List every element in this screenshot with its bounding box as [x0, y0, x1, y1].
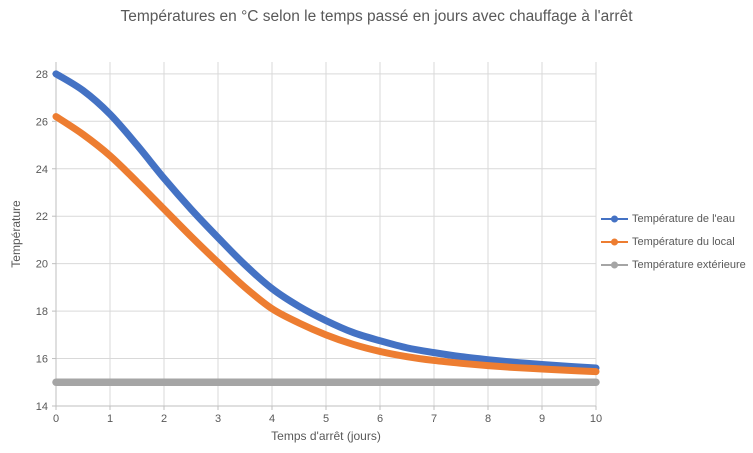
y-tick-label: 22 — [36, 211, 48, 223]
legend-label: Température de l'eau — [632, 213, 735, 225]
x-tick-label: 5 — [323, 413, 329, 425]
x-tick-label: 2 — [161, 413, 167, 425]
series-line-0 — [52, 70, 600, 372]
legend-item-exterieure: Température extérieure — [601, 258, 746, 272]
y-tick-label: 24 — [36, 164, 48, 176]
x-tick-label: 9 — [539, 413, 545, 425]
y-tick-label: 18 — [36, 306, 48, 318]
x-tick-label: 0 — [53, 413, 59, 425]
series-line-1 — [52, 113, 600, 376]
x-axis-title: Temps d'arrêt (jours) — [271, 429, 381, 443]
x-tick-label: 10 — [590, 413, 602, 425]
legend-line-marker-icon — [601, 215, 628, 223]
x-tick-label: 6 — [377, 413, 383, 425]
legend-label: Température extérieure — [632, 259, 746, 271]
legend-line-marker-icon — [601, 238, 628, 246]
x-tick-label: 7 — [431, 413, 437, 425]
x-tick-label: 3 — [215, 413, 221, 425]
x-tick-label: 4 — [269, 413, 275, 425]
y-tick-label: 16 — [36, 354, 48, 366]
legend-label: Température du local — [632, 236, 735, 248]
legend-item-eau: Température de l'eau — [601, 212, 746, 226]
y-tick-label: 28 — [36, 69, 48, 81]
chart-title: Températures en °C selon le temps passé … — [120, 8, 633, 25]
y-tick-label: 14 — [36, 401, 48, 413]
x-tick-label: 8 — [485, 413, 491, 425]
y-tick-label: 20 — [36, 259, 48, 271]
legend-item-local: Température du local — [601, 235, 746, 249]
legend: Température de l'eau Température du loca… — [601, 212, 746, 272]
x-tick-label: 1 — [107, 413, 113, 425]
legend-line-marker-icon — [601, 261, 628, 269]
y-axis-title: Température — [9, 200, 23, 268]
y-tick-label: 26 — [36, 116, 48, 128]
